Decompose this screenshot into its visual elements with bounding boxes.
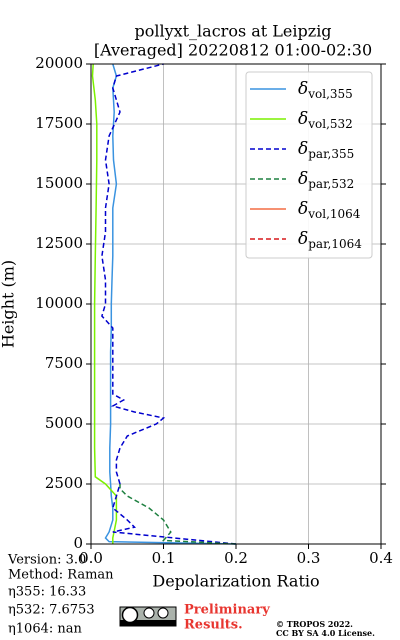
legend-label: δvol,532 [298,109,353,131]
profile-line [119,484,237,545]
x-tick-label: 0.2 [224,549,248,567]
x-axis-label: Depolarization Ratio [152,572,319,591]
cc-logo [119,606,177,627]
note: Version: 3.0 [7,553,86,568]
y-tick-label: 2500 [45,474,83,492]
x-tick-label: 0.1 [152,549,176,567]
x-tick-label: 0.3 [297,549,321,567]
note: η1064: nan [8,622,83,637]
license: © TROPOS 2022. [276,619,353,629]
profile-line [91,63,118,544]
y-tick-label: 17500 [35,114,83,132]
y-tick-label: 7500 [45,354,83,372]
note: η355: 16.33 [8,585,86,600]
note: Method: Raman [8,568,114,583]
plot-frame [90,63,382,545]
stamp: Preliminary [184,603,270,618]
y-tick-label: 20000 [35,54,83,72]
y-axis-label: Height (m) [0,260,18,348]
y-tick-label: 15000 [35,174,83,192]
legend-label: δvol,1064 [298,199,361,221]
y-tick-label: 12500 [35,234,83,252]
legend-label: δpar,355 [298,139,354,161]
note: η532: 7.6753 [8,603,95,618]
profile-line [101,63,237,545]
legend-label: δpar,532 [298,169,354,191]
profile-line [104,63,237,545]
y-tick-label: 5000 [45,414,83,432]
y-tick-label: 10000 [35,294,83,312]
y-tick-label: 0 [73,534,83,552]
legend-label: δpar,1064 [298,229,362,251]
chart-title: pollyxt_lacros at Leipzig [134,22,331,41]
x-tick-label: 0.0 [79,549,103,567]
chart-subtitle: [Averaged] 20220812 01:00-02:30 [94,41,372,60]
license: CC BY SA 4.0 License. [276,628,375,638]
stamp: Results. [184,618,243,633]
x-tick-label: 0.4 [369,549,393,567]
legend-label: δvol,355 [298,79,353,101]
legend: δvol,355 δvol,532 δpar,355 δpar,532 δvol,106… [245,71,373,259]
